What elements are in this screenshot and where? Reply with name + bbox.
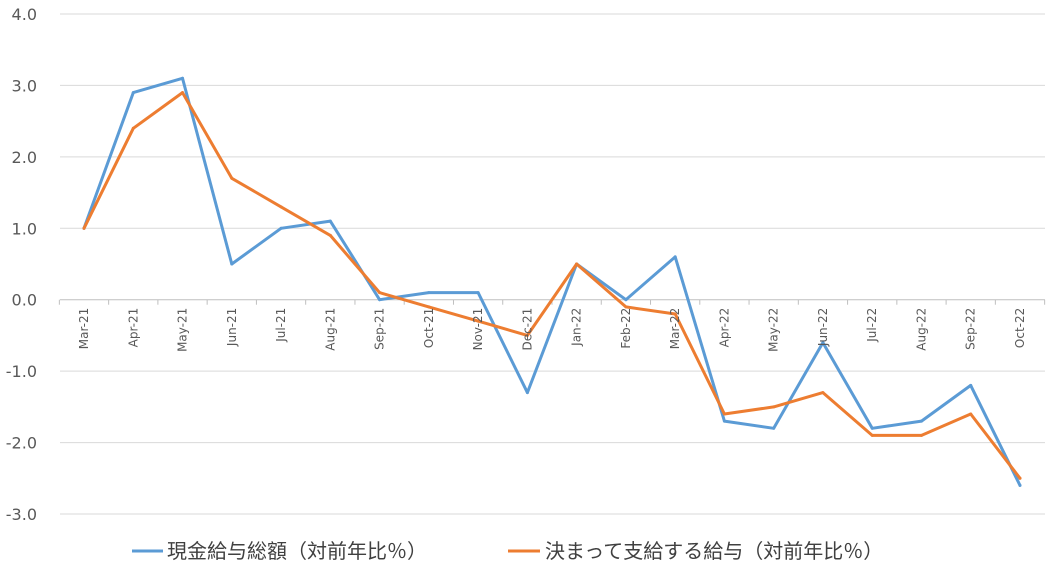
x-tick-label: Aug-22 bbox=[914, 308, 928, 351]
series-lines bbox=[82, 76, 1022, 487]
y-tick-label: 4.0 bbox=[12, 5, 37, 24]
data-point bbox=[476, 291, 480, 295]
x-tick-label: May-21 bbox=[176, 308, 190, 352]
data-point bbox=[624, 305, 628, 309]
x-tick-label: Apr-22 bbox=[717, 308, 731, 348]
x-axis-ticks: Mar-21 Apr-21 May-21 Jun-21 Jul-21 Aug-21 Sep-… bbox=[77, 308, 1027, 352]
data-point bbox=[328, 219, 332, 223]
x-tick-label: Dec-21 bbox=[520, 308, 534, 351]
x-tick-label: Mar-22 bbox=[668, 308, 682, 349]
legend-label-2: 決まって支給する給与（対前年比％） bbox=[545, 539, 883, 563]
data-point bbox=[279, 226, 283, 230]
y-tick-label: 1.0 bbox=[12, 219, 37, 238]
data-point bbox=[131, 91, 135, 95]
y-axis-ticks: 4.0 3.0 2.0 1.0 0.0 -1.0 -2.0 -3.0 bbox=[6, 5, 37, 524]
data-point bbox=[969, 383, 973, 387]
x-tick-label: Apr-21 bbox=[126, 308, 140, 348]
data-point bbox=[821, 391, 825, 395]
series-line-2 bbox=[82, 91, 1022, 480]
data-point bbox=[1018, 483, 1022, 487]
x-tick-label: Oct-21 bbox=[422, 308, 436, 348]
data-point bbox=[575, 262, 579, 266]
data-point bbox=[279, 205, 283, 209]
data-point bbox=[870, 426, 874, 430]
data-point bbox=[181, 91, 185, 95]
y-tick-label: -3.0 bbox=[6, 505, 37, 524]
x-tick-label: Feb-22 bbox=[619, 308, 633, 349]
data-point bbox=[476, 319, 480, 323]
data-point bbox=[870, 433, 874, 437]
x-tick-label: May-22 bbox=[767, 308, 781, 352]
data-point bbox=[427, 291, 431, 295]
y-tick-label: 3.0 bbox=[12, 76, 37, 95]
x-tick-label: Jul-21 bbox=[274, 308, 288, 343]
data-point bbox=[378, 291, 382, 295]
y-tick-label: -1.0 bbox=[6, 362, 37, 381]
data-point bbox=[673, 312, 677, 316]
x-tick-label: Jul-22 bbox=[865, 308, 879, 343]
data-point bbox=[722, 412, 726, 416]
data-point bbox=[427, 305, 431, 309]
x-tick-label: Jun-22 bbox=[816, 308, 830, 347]
data-point bbox=[624, 298, 628, 302]
data-point bbox=[919, 433, 923, 437]
data-point bbox=[230, 176, 234, 180]
data-point bbox=[673, 255, 677, 259]
legend: 現金給与総額（対前年比％） 決まって支給する給与（対前年比％） bbox=[132, 539, 883, 563]
data-point bbox=[131, 126, 135, 130]
data-point bbox=[772, 405, 776, 409]
data-point bbox=[772, 426, 776, 430]
data-point bbox=[969, 412, 973, 416]
data-point bbox=[378, 298, 382, 302]
x-tick-label: Aug-21 bbox=[323, 308, 337, 351]
series-line-1 bbox=[82, 76, 1022, 487]
data-point bbox=[328, 233, 332, 237]
data-point bbox=[722, 419, 726, 423]
y-tick-label: -2.0 bbox=[6, 434, 37, 453]
data-point bbox=[821, 341, 825, 345]
gridlines bbox=[60, 13, 1045, 515]
data-point bbox=[919, 419, 923, 423]
x-tick-label: Mar-21 bbox=[77, 308, 91, 349]
x-tick-label: Jan-22 bbox=[570, 308, 584, 347]
x-tick-label: Sep-22 bbox=[964, 308, 978, 350]
data-point bbox=[525, 391, 529, 395]
x-tick-label: Jun-21 bbox=[225, 308, 239, 347]
y-tick-label: 0.0 bbox=[12, 291, 37, 310]
data-point bbox=[525, 333, 529, 337]
data-point bbox=[82, 226, 86, 230]
x-tick-label: Nov-21 bbox=[471, 308, 485, 351]
data-point bbox=[1018, 476, 1022, 480]
x-tick-label: Sep-21 bbox=[373, 308, 387, 350]
data-point bbox=[181, 76, 185, 80]
legend-label-1: 現金給与総額（対前年比％） bbox=[167, 539, 427, 563]
y-tick-label: 2.0 bbox=[12, 148, 37, 167]
x-tick-label: Oct-22 bbox=[1013, 308, 1027, 348]
data-point bbox=[230, 262, 234, 266]
